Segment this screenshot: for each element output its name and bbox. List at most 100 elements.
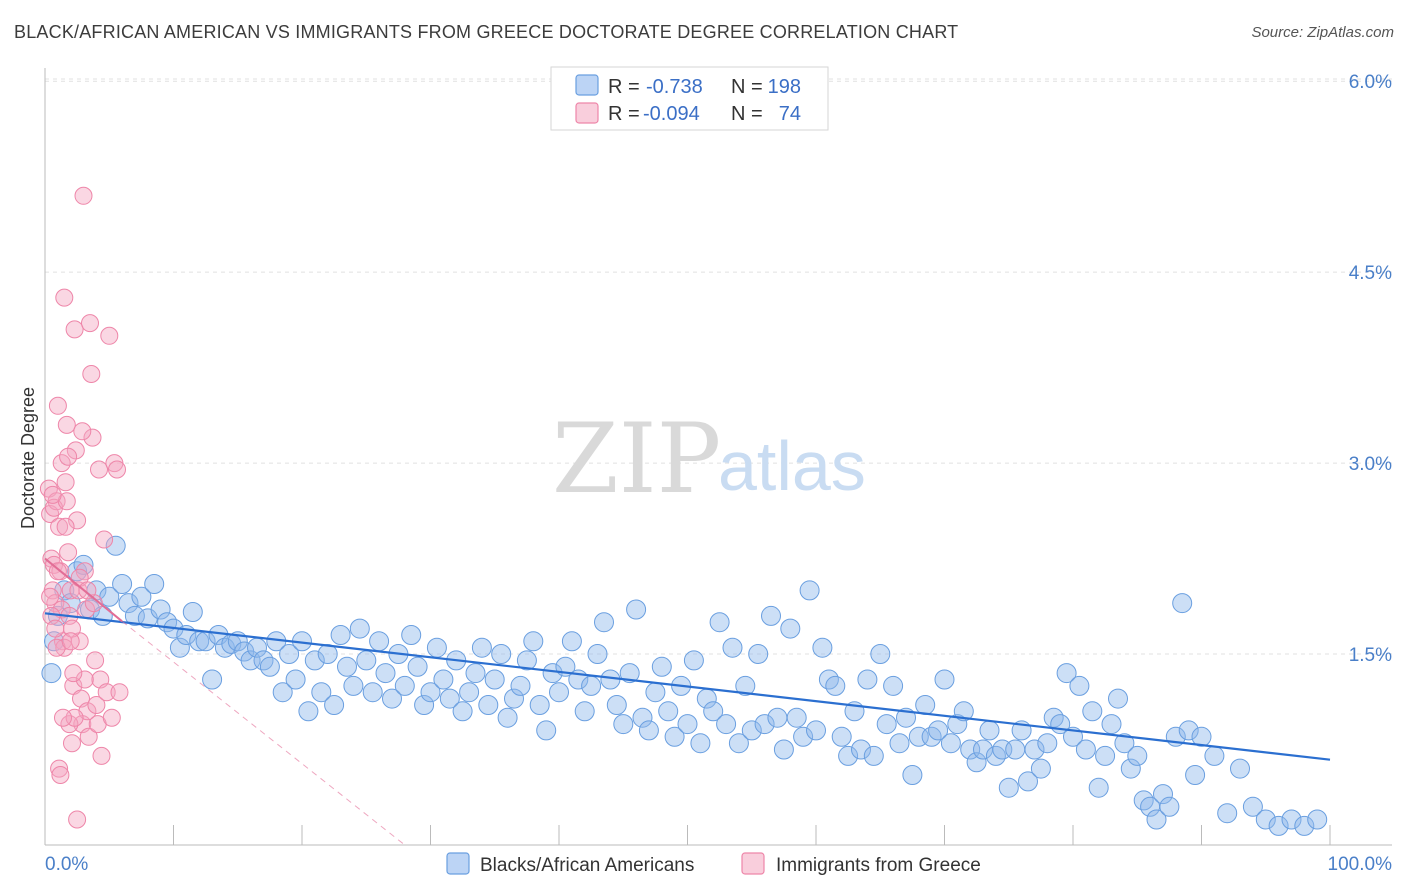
blacks-point — [1307, 809, 1328, 830]
legend-n-label-1: N = — [731, 76, 763, 98]
blacks-point — [1159, 796, 1180, 817]
greece-point — [41, 587, 60, 606]
blacks-point — [504, 688, 524, 709]
blacks-point — [1069, 675, 1090, 696]
greece-point — [74, 186, 93, 205]
greece-point — [48, 396, 67, 415]
greece-point — [86, 651, 105, 670]
blacks-point — [1030, 758, 1051, 779]
blacks-point — [1114, 733, 1135, 754]
blacks-point — [382, 688, 402, 709]
blacks-point — [581, 675, 602, 696]
greece-point — [43, 485, 62, 504]
series-greece-points — [39, 186, 129, 829]
axes — [44, 68, 1392, 846]
blacks-point — [1281, 809, 1302, 830]
blacks-point — [1005, 739, 1026, 760]
blacks-point — [272, 682, 293, 703]
series-blacks-points — [41, 535, 1328, 836]
legend-r-label-1: R = — [608, 76, 640, 98]
blacks-point — [150, 599, 171, 620]
blacks-point — [1108, 688, 1128, 709]
y-tick-label: 1.5% — [1349, 645, 1392, 666]
blacks-point — [182, 602, 203, 622]
blacks-point — [523, 631, 544, 652]
blacks-point — [131, 586, 152, 607]
blacks-point — [632, 707, 653, 728]
blacks-point — [433, 669, 454, 690]
blacks-point — [452, 701, 473, 722]
greece-point — [59, 447, 78, 466]
legend-swatch-pink — [575, 102, 599, 124]
greece-point — [97, 683, 116, 702]
blacks-point — [536, 720, 557, 741]
blacks-point — [1037, 733, 1058, 754]
blacks-point — [311, 682, 332, 703]
greece-point — [100, 326, 119, 345]
blacks-point — [857, 669, 878, 690]
bottom-legend-swatch-blue — [446, 852, 470, 875]
blacks-point — [883, 675, 904, 696]
blacks-point — [279, 644, 300, 664]
blacks-point — [664, 726, 685, 747]
greece-point — [68, 511, 87, 530]
greece-point — [78, 581, 97, 600]
blacks-point — [1191, 726, 1212, 747]
blacks-point — [773, 739, 794, 760]
blacks-point — [112, 574, 133, 594]
blacks-point — [613, 714, 634, 735]
x-tick-label-start: 0.0% — [45, 854, 88, 875]
blacks-point — [304, 650, 325, 671]
blacks-point — [561, 631, 582, 652]
blacks-point — [1082, 701, 1103, 722]
blacks-point — [812, 637, 833, 658]
blacks-point — [722, 637, 743, 658]
blacks-point — [1230, 758, 1250, 779]
blacks-point — [889, 733, 910, 754]
blacks-point — [619, 663, 640, 684]
blacks-point — [285, 669, 306, 690]
greece-point — [52, 454, 71, 473]
greece-point — [102, 708, 121, 727]
blacks-point — [1120, 758, 1141, 779]
blacks-point — [375, 663, 396, 684]
blacks-point — [214, 637, 235, 658]
blacks-point — [1172, 593, 1193, 614]
greece-point — [63, 734, 81, 753]
blacks-point — [594, 612, 614, 633]
greece-point — [59, 543, 78, 562]
greece-point — [87, 696, 106, 714]
blacks-point — [716, 714, 737, 735]
greece-point — [51, 766, 70, 784]
bottom-legend-label-pink: Immigrants from Greece — [776, 855, 981, 876]
y-axis-label: Doctorate Degree — [18, 387, 38, 529]
blacks-point — [516, 650, 537, 671]
blacks-point — [1127, 745, 1148, 766]
blacks-point — [484, 669, 505, 690]
greece-point — [108, 460, 126, 479]
blacks-point — [144, 574, 165, 594]
greece-trend-line-solid — [44, 557, 123, 623]
blacks-point — [337, 656, 357, 677]
y-tick-label: 4.5% — [1349, 263, 1392, 284]
greece-point — [50, 759, 69, 778]
blacks-point — [998, 777, 1019, 798]
legend-n-value-1: 198 — [768, 76, 801, 98]
greece-point — [64, 664, 83, 683]
blacks-point — [851, 739, 871, 760]
greece-point — [68, 810, 87, 829]
greece-point — [83, 428, 102, 447]
greece-point — [56, 517, 75, 536]
blacks-point — [902, 765, 923, 785]
blacks-point — [780, 618, 801, 639]
blacks-point — [478, 695, 499, 715]
greece-point — [82, 365, 101, 383]
blacks-point — [645, 682, 666, 703]
blacks-point — [491, 644, 512, 664]
blacks-point — [549, 682, 569, 703]
blacks-point — [870, 644, 891, 664]
blacks-point — [825, 675, 846, 696]
x-tick-labels: 0.0% 100.0% — [45, 854, 1392, 875]
legend-r-label-2: R = — [608, 103, 640, 125]
blacks-point — [748, 644, 769, 664]
